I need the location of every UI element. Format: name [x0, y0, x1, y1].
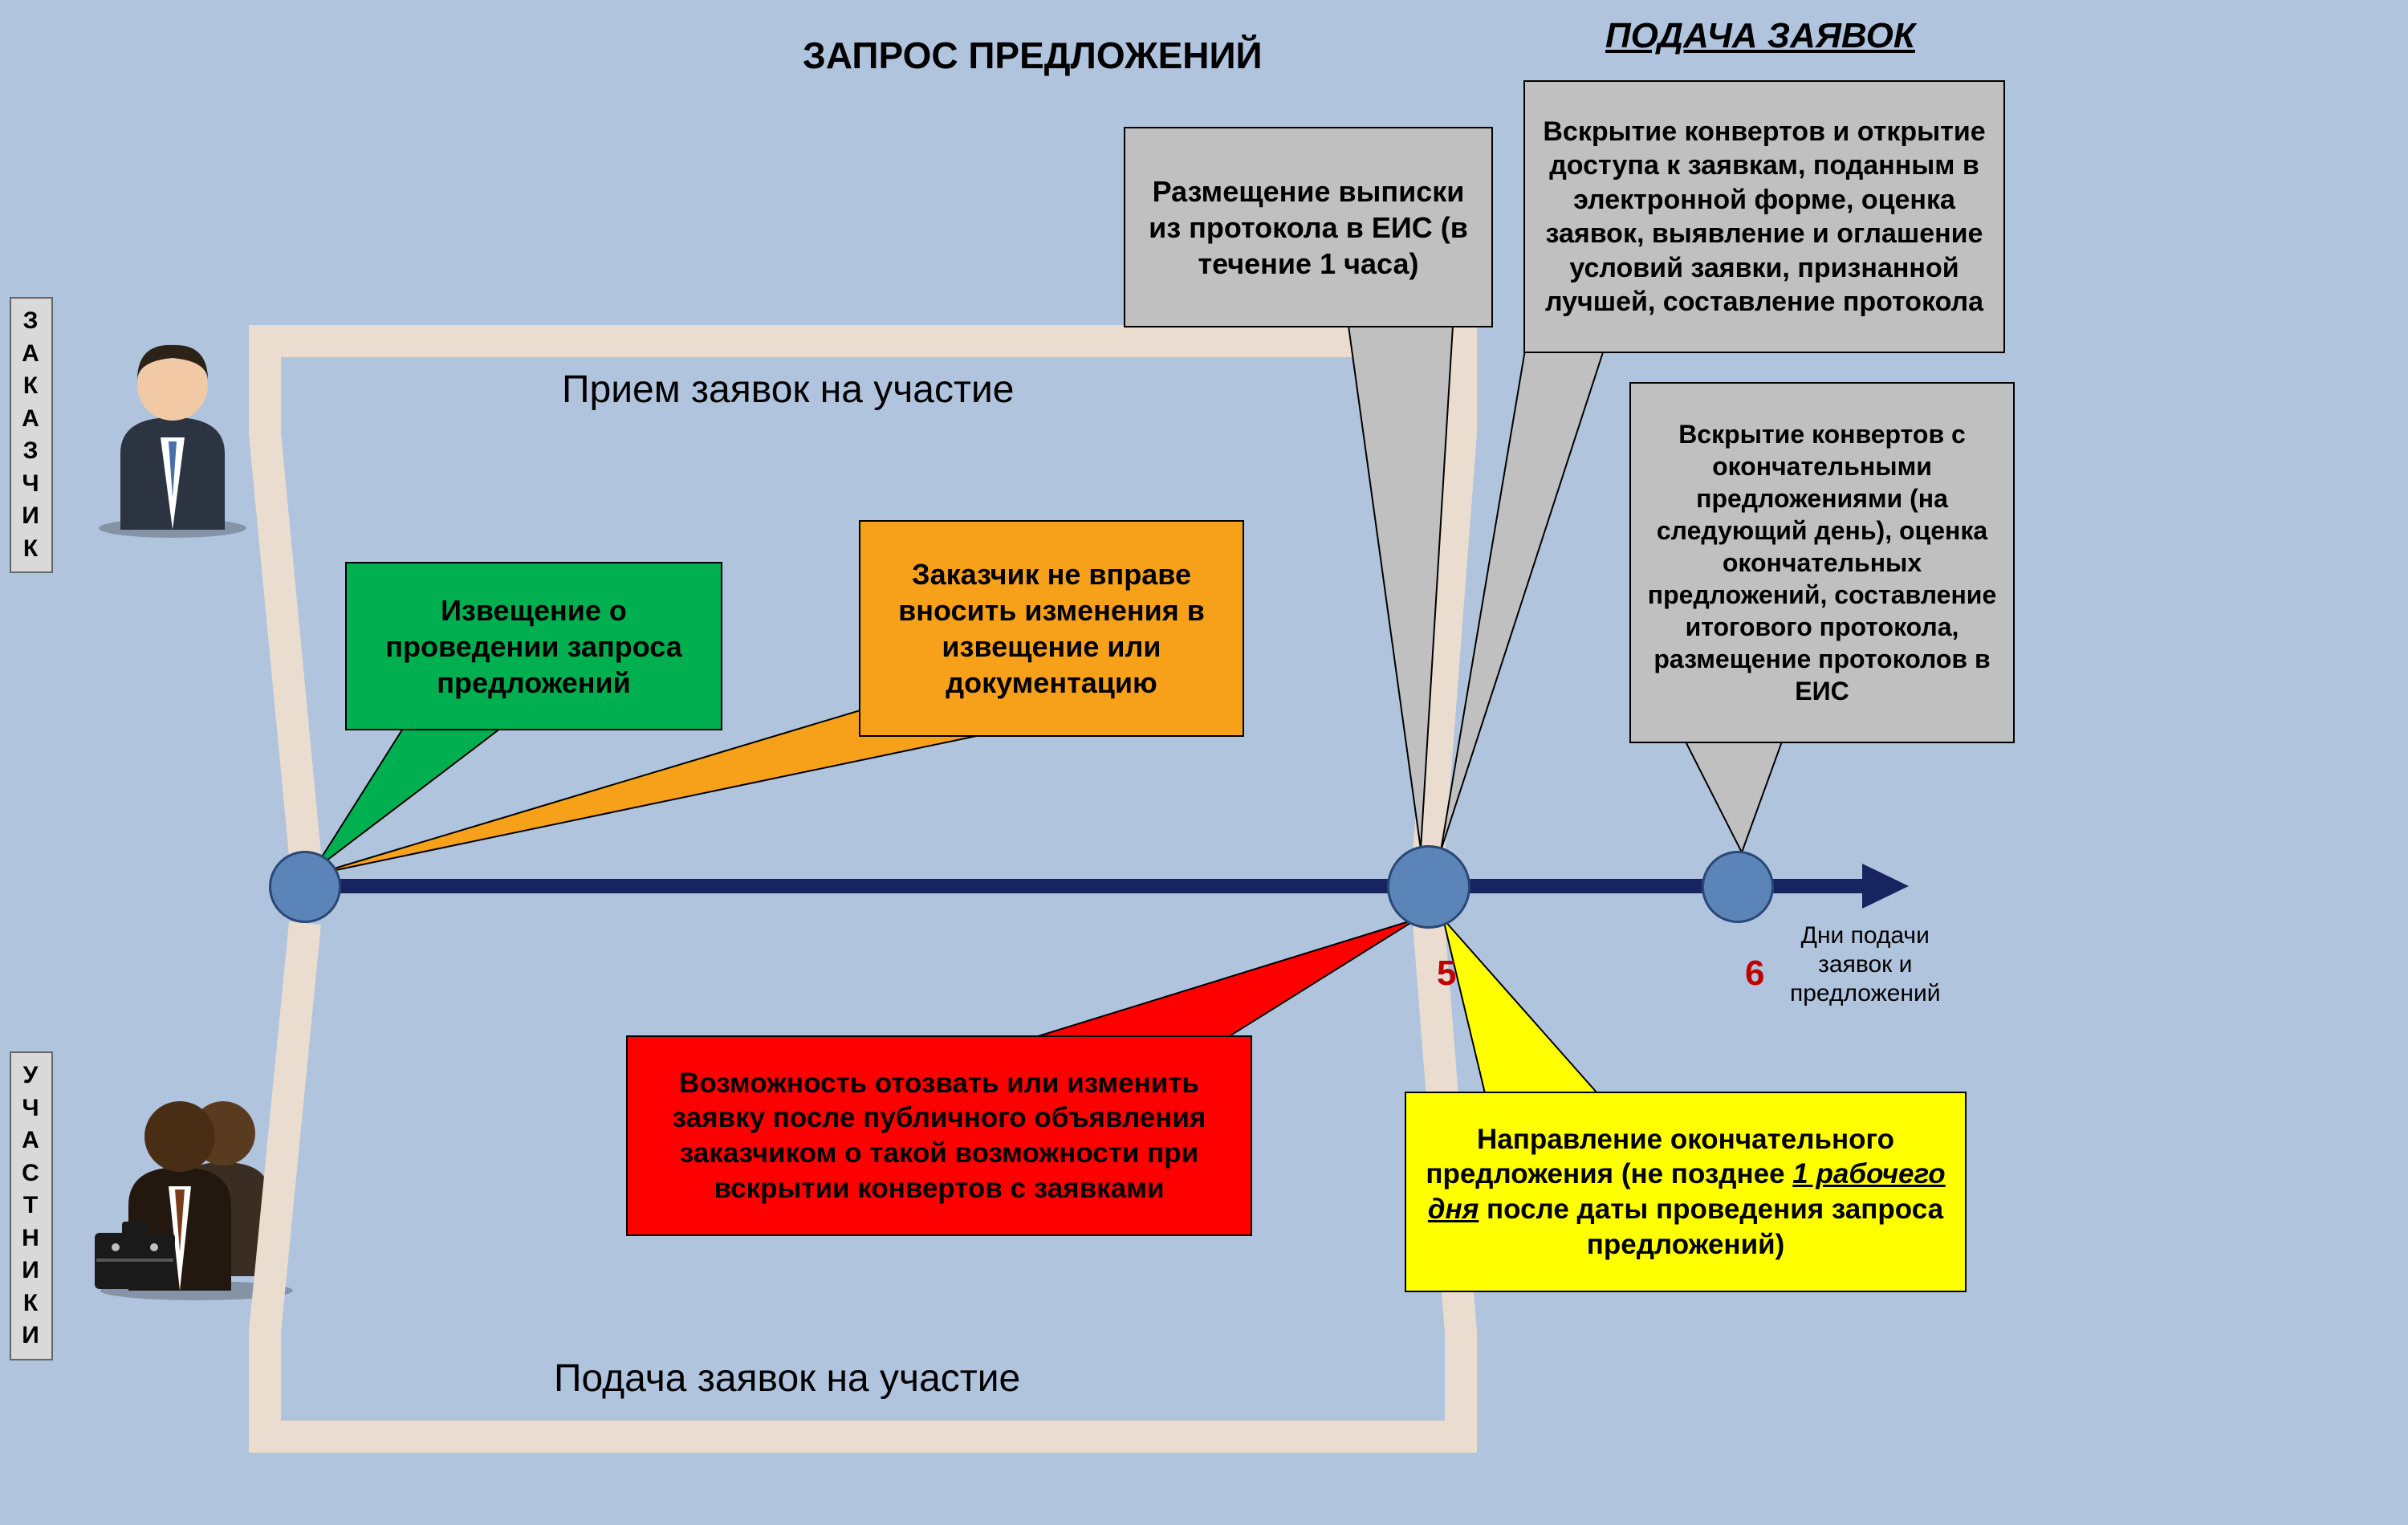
- timeline-node-start: [269, 851, 341, 923]
- side-label-customer: ЗАКАЗЧИК: [10, 297, 53, 573]
- customer-icon: [88, 329, 257, 542]
- timeline-node-day6: [1702, 851, 1774, 923]
- callout-grey-protocol: Размещение выписки из протокола в ЕИС (в…: [1124, 127, 1493, 327]
- main-title: ЗАПРОС ПРЕДЛОЖЕНИЙ: [803, 34, 1263, 77]
- participant-icon: [80, 1059, 305, 1304]
- callout-yellow-post: после даты проведения запроса предложени…: [1479, 1194, 1943, 1260]
- node-label-5: 5: [1437, 954, 1456, 994]
- callout-red: Возможность отозвать или изменить заявку…: [626, 1035, 1252, 1236]
- timeline-arrowhead: [1862, 864, 1909, 909]
- sub-title: ПОДАЧА ЗАЯВОК: [1605, 16, 1915, 56]
- callout-yellow: Направление окончательного предложения (…: [1405, 1092, 1967, 1292]
- bracket-bottom-label: Подача заявок на участие: [554, 1356, 1020, 1401]
- callout-grey-opening: Вскрытие конвертов и открытие доступа к …: [1523, 80, 2005, 353]
- callout-orange: Заказчик не вправе вносить изменения в и…: [859, 520, 1244, 737]
- timeline-axis: [297, 879, 1866, 893]
- callout-grey-final: Вскрытие конвертов с окончательными пред…: [1629, 382, 2015, 743]
- node-label-6: 6: [1745, 954, 1764, 994]
- callout-green: Извещение о проведении запроса предложен…: [345, 562, 722, 730]
- bracket-top-label: Прием заявок на участие: [562, 368, 1014, 412]
- timeline-node-day5: [1387, 845, 1470, 929]
- side-label-participant: УЧАСТНИКИ: [10, 1051, 53, 1360]
- axis-label: Дни подачи заявок и предложений: [1790, 921, 1941, 1008]
